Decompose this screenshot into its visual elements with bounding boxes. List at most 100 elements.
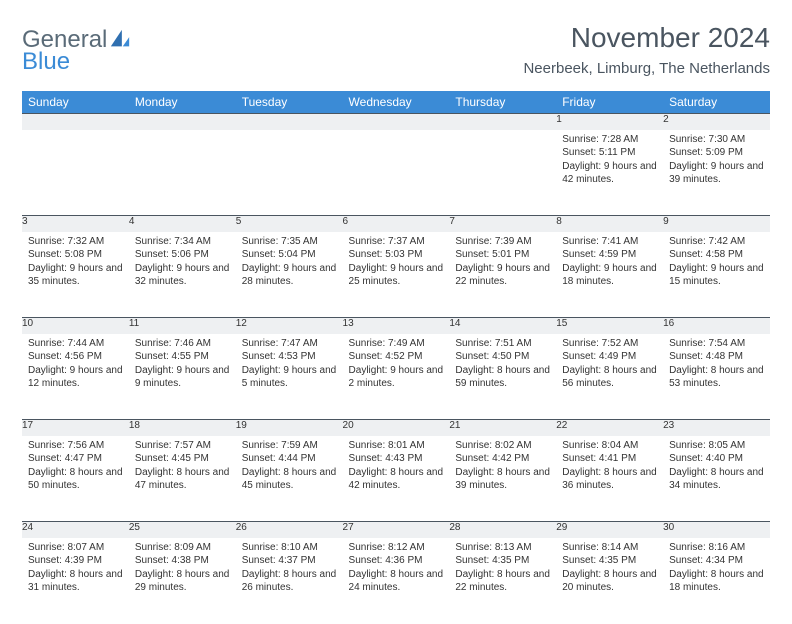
day-number-cell: 7: [449, 216, 556, 232]
sunset-text: Sunset: 5:06 PM: [135, 248, 230, 262]
weekday-header: Tuesday: [236, 91, 343, 114]
sunrise-text: Sunrise: 7:54 AM: [669, 337, 764, 351]
day-cell: Sunrise: 7:49 AMSunset: 4:52 PMDaylight:…: [343, 334, 450, 420]
sunrise-text: Sunrise: 8:09 AM: [135, 541, 230, 555]
weekday-header: Thursday: [449, 91, 556, 114]
day-number-cell: 9: [663, 216, 770, 232]
daylight-text: Daylight: 8 hours and 26 minutes.: [242, 568, 337, 595]
day-cell: Sunrise: 7:34 AMSunset: 5:06 PMDaylight:…: [129, 232, 236, 318]
day-cell: Sunrise: 8:16 AMSunset: 4:34 PMDaylight:…: [663, 538, 770, 624]
daylight-text: Daylight: 9 hours and 9 minutes.: [135, 364, 230, 391]
day-number-cell: 12: [236, 318, 343, 334]
sunset-text: Sunset: 4:42 PM: [455, 452, 550, 466]
sunrise-text: Sunrise: 8:16 AM: [669, 541, 764, 555]
sunset-text: Sunset: 4:40 PM: [669, 452, 764, 466]
daylight-text: Daylight: 8 hours and 47 minutes.: [135, 466, 230, 493]
calendar-header-row: Sunday Monday Tuesday Wednesday Thursday…: [22, 91, 770, 114]
sunset-text: Sunset: 5:09 PM: [669, 146, 764, 160]
day-number-cell: 1: [556, 114, 663, 130]
day-number-cell: 30: [663, 522, 770, 538]
day-cell: Sunrise: 8:09 AMSunset: 4:38 PMDaylight:…: [129, 538, 236, 624]
brand-text: General Blue: [22, 28, 107, 74]
title-block: November 2024 Neerbeek, Limburg, The Net…: [523, 22, 770, 77]
daylight-text: Daylight: 8 hours and 24 minutes.: [349, 568, 444, 595]
weekday-header: Sunday: [22, 91, 129, 114]
day-cell: Sunrise: 7:42 AMSunset: 4:58 PMDaylight:…: [663, 232, 770, 318]
sunrise-text: Sunrise: 7:51 AM: [455, 337, 550, 351]
day-cell: Sunrise: 7:28 AMSunset: 5:11 PMDaylight:…: [556, 130, 663, 216]
sunset-text: Sunset: 4:39 PM: [28, 554, 123, 568]
sunrise-text: Sunrise: 7:47 AM: [242, 337, 337, 351]
day-cell: Sunrise: 8:10 AMSunset: 4:37 PMDaylight:…: [236, 538, 343, 624]
daylight-text: Daylight: 8 hours and 36 minutes.: [562, 466, 657, 493]
day-number-cell: [22, 114, 129, 130]
day-cell: Sunrise: 7:46 AMSunset: 4:55 PMDaylight:…: [129, 334, 236, 420]
sunrise-text: Sunrise: 8:07 AM: [28, 541, 123, 555]
sunrise-text: Sunrise: 7:44 AM: [28, 337, 123, 351]
month-title: November 2024: [523, 22, 770, 54]
day-number-cell: 21: [449, 420, 556, 436]
day-cell: Sunrise: 7:32 AMSunset: 5:08 PMDaylight:…: [22, 232, 129, 318]
daylight-text: Daylight: 9 hours and 42 minutes.: [562, 160, 657, 187]
sunset-text: Sunset: 5:11 PM: [562, 146, 657, 160]
sunrise-text: Sunrise: 8:10 AM: [242, 541, 337, 555]
day-number-cell: [236, 114, 343, 130]
day-number-cell: 4: [129, 216, 236, 232]
sunset-text: Sunset: 4:48 PM: [669, 350, 764, 364]
day-cell: Sunrise: 7:47 AMSunset: 4:53 PMDaylight:…: [236, 334, 343, 420]
brand-logo: General Blue: [22, 28, 131, 74]
day-number-cell: 17: [22, 420, 129, 436]
daylight-text: Daylight: 8 hours and 22 minutes.: [455, 568, 550, 595]
weekday-header: Wednesday: [343, 91, 450, 114]
day-cell: Sunrise: 7:37 AMSunset: 5:03 PMDaylight:…: [343, 232, 450, 318]
day-number-cell: 3: [22, 216, 129, 232]
daylight-text: Daylight: 9 hours and 39 minutes.: [669, 160, 764, 187]
daylight-text: Daylight: 9 hours and 12 minutes.: [28, 364, 123, 391]
day-number-cell: 13: [343, 318, 450, 334]
day-number-cell: 26: [236, 522, 343, 538]
day-number-cell: 24: [22, 522, 129, 538]
sunrise-text: Sunrise: 7:56 AM: [28, 439, 123, 453]
sunrise-text: Sunrise: 7:42 AM: [669, 235, 764, 249]
sunset-text: Sunset: 4:34 PM: [669, 554, 764, 568]
sunrise-text: Sunrise: 8:02 AM: [455, 439, 550, 453]
sunset-text: Sunset: 5:01 PM: [455, 248, 550, 262]
weekday-header: Monday: [129, 91, 236, 114]
day-cell: Sunrise: 8:13 AMSunset: 4:35 PMDaylight:…: [449, 538, 556, 624]
day-cell: Sunrise: 7:41 AMSunset: 4:59 PMDaylight:…: [556, 232, 663, 318]
sunset-text: Sunset: 4:59 PM: [562, 248, 657, 262]
daylight-text: Daylight: 8 hours and 31 minutes.: [28, 568, 123, 595]
daylight-text: Daylight: 8 hours and 50 minutes.: [28, 466, 123, 493]
day-number-cell: 29: [556, 522, 663, 538]
brand-sail-icon: [109, 28, 131, 50]
daylight-text: Daylight: 8 hours and 34 minutes.: [669, 466, 764, 493]
day-number-cell: 27: [343, 522, 450, 538]
day-number-cell: 20: [343, 420, 450, 436]
sunrise-text: Sunrise: 7:30 AM: [669, 133, 764, 147]
day-cell: Sunrise: 7:30 AMSunset: 5:09 PMDaylight:…: [663, 130, 770, 216]
daylight-text: Daylight: 8 hours and 53 minutes.: [669, 364, 764, 391]
sunset-text: Sunset: 4:49 PM: [562, 350, 657, 364]
header: General Blue November 2024 Neerbeek, Lim…: [22, 22, 770, 77]
day-cell: Sunrise: 8:02 AMSunset: 4:42 PMDaylight:…: [449, 436, 556, 522]
sunset-text: Sunset: 4:41 PM: [562, 452, 657, 466]
day-cell: Sunrise: 8:07 AMSunset: 4:39 PMDaylight:…: [22, 538, 129, 624]
day-number-cell: [343, 114, 450, 130]
daylight-text: Daylight: 9 hours and 35 minutes.: [28, 262, 123, 289]
sunrise-text: Sunrise: 7:28 AM: [562, 133, 657, 147]
sunrise-text: Sunrise: 8:14 AM: [562, 541, 657, 555]
daylight-text: Daylight: 9 hours and 15 minutes.: [669, 262, 764, 289]
day-number-cell: 14: [449, 318, 556, 334]
day-number-cell: 11: [129, 318, 236, 334]
day-cell: Sunrise: 7:35 AMSunset: 5:04 PMDaylight:…: [236, 232, 343, 318]
day-cell: Sunrise: 8:14 AMSunset: 4:35 PMDaylight:…: [556, 538, 663, 624]
daylight-text: Daylight: 8 hours and 56 minutes.: [562, 364, 657, 391]
sunrise-text: Sunrise: 7:37 AM: [349, 235, 444, 249]
day-number-cell: 10: [22, 318, 129, 334]
daylight-text: Daylight: 9 hours and 2 minutes.: [349, 364, 444, 391]
daylight-text: Daylight: 8 hours and 39 minutes.: [455, 466, 550, 493]
sunset-text: Sunset: 4:43 PM: [349, 452, 444, 466]
daylight-text: Daylight: 8 hours and 42 minutes.: [349, 466, 444, 493]
daylight-text: Daylight: 9 hours and 22 minutes.: [455, 262, 550, 289]
daylight-text: Daylight: 9 hours and 25 minutes.: [349, 262, 444, 289]
